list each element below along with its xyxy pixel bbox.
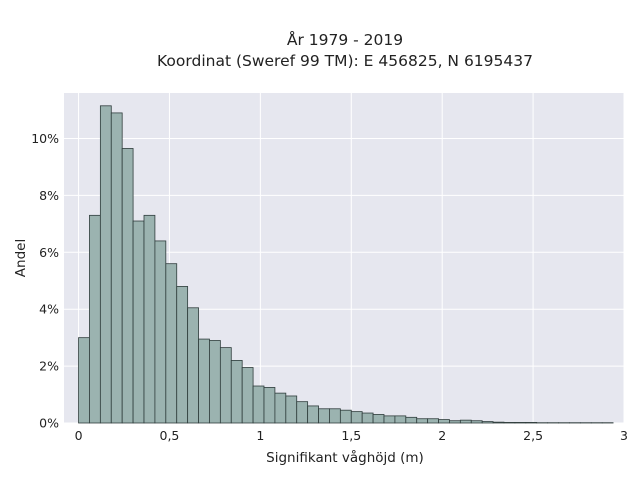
histogram-bar [219, 347, 232, 424]
histogram-bar [416, 418, 429, 424]
histogram-bar [383, 415, 396, 424]
histogram-bar [449, 420, 461, 424]
histogram-bar [209, 340, 221, 424]
histogram-bar [89, 214, 101, 424]
histogram-bar [176, 286, 189, 424]
histogram-bar [514, 422, 527, 424]
y-tick-label: 2% [39, 359, 59, 374]
histogram-bar [187, 307, 199, 424]
histogram-bar [230, 360, 243, 424]
chart-subtitle: Koordinat (Sweref 99 TM): E 456825, N 61… [157, 52, 533, 70]
histogram-bar [296, 401, 309, 424]
y-tick-label: 8% [39, 188, 59, 203]
y-axis-ticks: 0% 2% 4% 6% 8% 10% [31, 131, 59, 430]
histogram-bar [132, 220, 145, 424]
x-tick-label: 0,5 [160, 428, 180, 443]
histogram-bar [318, 408, 330, 424]
histogram-bar [198, 338, 210, 424]
y-axis-label: Andel [13, 239, 29, 277]
histogram-bar [252, 385, 265, 424]
histogram-bar [394, 415, 407, 424]
histogram-bar [110, 112, 123, 424]
histogram-bar [525, 422, 538, 424]
histogram-bar [361, 412, 374, 424]
histogram-bar [350, 411, 363, 424]
histogram-bar [143, 214, 156, 424]
histogram-bar [154, 240, 167, 424]
histogram-bar [438, 419, 450, 424]
x-axis-label: Signifikant våghöjd (m) [266, 449, 424, 466]
histogram-bar [78, 337, 90, 424]
histogram-bar [470, 420, 483, 424]
histogram-bar [339, 409, 352, 424]
y-tick-label: 4% [39, 302, 59, 317]
x-tick-label: 3 [620, 428, 628, 443]
x-tick-label: 1,5 [341, 428, 361, 443]
histogram-bar [481, 421, 494, 424]
histogram-bar [459, 419, 472, 424]
y-tick-label: 6% [39, 245, 59, 260]
histogram-bar [274, 392, 287, 424]
histogram-bar [405, 416, 418, 424]
histogram-bar [307, 405, 319, 424]
histogram-bar [99, 105, 112, 424]
chart-title: År 1979 - 2019 [287, 30, 403, 49]
histogram-bar [372, 414, 385, 424]
bars-layer [78, 105, 614, 424]
y-tick-label: 0% [39, 416, 59, 431]
histogram-bar [427, 418, 439, 424]
y-tick-label: 10% [31, 131, 59, 146]
histogram-bar [492, 421, 505, 424]
x-tick-label: 1 [256, 428, 264, 443]
histogram-bar [165, 263, 178, 424]
histogram-bar [263, 387, 276, 424]
x-tick-label: 2,5 [523, 428, 543, 443]
x-axis-ticks: 0 0,5 1 1,5 2 2,5 3 [75, 428, 628, 443]
histogram-bar [329, 408, 341, 424]
histogram-bar [285, 395, 298, 424]
x-tick-label: 2 [438, 428, 446, 443]
histogram-bar [121, 148, 134, 424]
histogram-bar [241, 367, 254, 424]
x-tick-label: 0 [75, 428, 83, 443]
histogram-bar [503, 422, 516, 424]
